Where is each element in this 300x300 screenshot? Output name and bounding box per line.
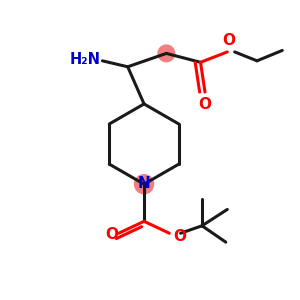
Text: H₂N: H₂N <box>70 52 101 67</box>
Circle shape <box>134 175 154 194</box>
Text: O: O <box>222 33 235 48</box>
Text: O: O <box>173 229 186 244</box>
Circle shape <box>158 45 175 62</box>
Text: O: O <box>105 227 118 242</box>
Text: O: O <box>199 98 212 112</box>
Text: N: N <box>138 176 150 191</box>
